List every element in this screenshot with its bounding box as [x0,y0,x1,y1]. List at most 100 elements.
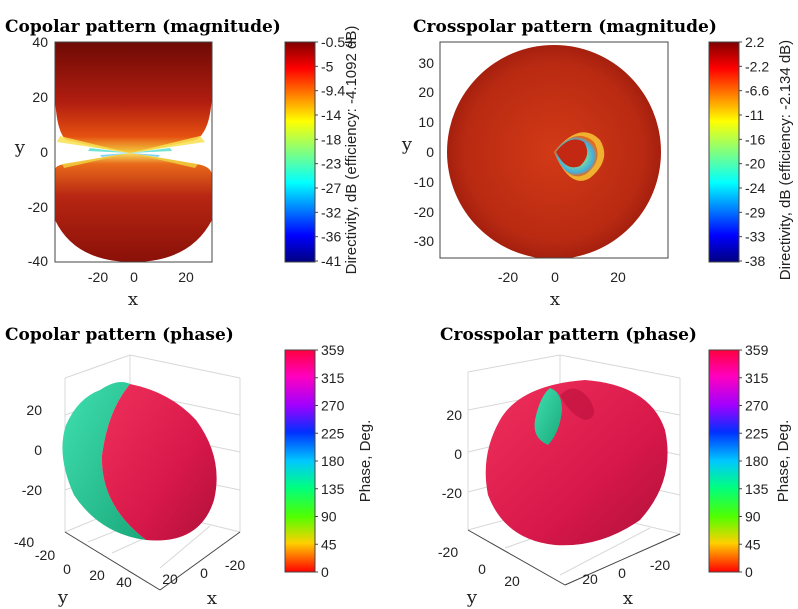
y-tick-label: 0 [63,561,71,577]
colorbar-tick-label: 135 [745,481,769,497]
copolar-magnitude-map [55,42,212,262]
z-ticks: 20 0 -20 [22,402,42,498]
colorbar-tick-label: -32 [321,204,341,220]
lower-lobe [55,153,212,262]
x-tick-label: -20 [225,557,245,573]
y-tick-label: -20 [28,199,48,215]
crosspolar-disc [447,45,661,258]
null-band-lower [62,153,198,168]
x-axis-label: x [623,588,633,609]
x-tick-label: 0 [618,565,626,581]
y-tick-label: 10 [418,114,434,130]
z-tick-label: -20 [442,485,462,501]
phase-region-teal [62,382,146,540]
z-tick-label: 20 [446,407,462,423]
colorbar-ticks: 359 315 270 225 180 135 90 45 0 [739,342,769,580]
y-tick-label: -40 [28,253,48,269]
y-tick-label: -20 [35,547,55,563]
panel-crosspolar-magnitude: Crosspolar pattern (magnitude) -20 0 20 … [401,17,794,310]
x-ticks: -20 0 20 [162,557,245,587]
colorbar-tick-label: -20 [745,156,765,172]
colorbar-tick-label: 270 [745,398,769,414]
y-axis-label: y [401,134,413,155]
colorbar-tick-label: -38 [745,253,765,269]
colorbar [285,42,315,262]
chart-title: Copolar pattern (magnitude) [5,17,281,37]
colorbar-tick-label: 2.2 [745,34,765,50]
y-tick-label: -40 [14,534,34,550]
colorbar-tick-label: 315 [321,370,345,386]
z-tick-label: 20 [26,402,42,418]
crosspolar-inner-lobe [556,139,588,168]
x-axis-label: x [207,588,217,609]
panel-crosspolar-phase: Crosspolar pattern (phase) [438,325,792,609]
colorbar-tick-label: 45 [321,536,337,552]
colorbar-tick-label: 0 [321,564,329,580]
colorbar [709,42,739,262]
colorbar-label: Phase, Deg. [357,420,374,503]
x-tick-label: 20 [162,571,178,587]
y-tick-label: -10 [414,174,434,190]
x-axis-label: x [550,289,560,310]
copolar-phase-surface [62,382,217,541]
colorbar-tick-label: 90 [745,509,761,525]
y-tick-label: 20 [504,573,520,589]
colorbar-tick-label: -11 [745,107,764,123]
y-tick-label: 0 [426,144,434,160]
x-tick-label: -20 [498,269,518,285]
y-axis-label: y [14,137,26,158]
phase-region-red [485,380,668,546]
y-tick-label: -20 [438,544,458,560]
y-tick-label: 20 [89,567,105,583]
x-axis-label: x [128,289,138,310]
colorbar-ticks: -0.53 -5 -9.4 -14 -18 -23 -27 -32 -36 -41 [315,34,353,269]
colorbar-tick-label: 225 [321,425,345,441]
colorbar-tick-label: -18 [321,131,341,147]
null-band-blue [100,153,160,157]
x-tick-label: 0 [200,565,208,581]
x-tick-label: 0 [130,269,138,285]
colorbar [709,350,739,572]
z-ticks: 20 0 -20 [442,407,462,501]
phase-region-dimple [560,388,594,420]
x-ticks: -20 0 20 [582,557,670,587]
colorbar-tick-label: 135 [321,481,345,497]
y-tick-label: -30 [414,233,434,249]
colorbar-tick-label: 180 [321,453,345,469]
colorbar-ticks: 359 315 270 225 180 135 90 45 0 [315,342,345,580]
x-tick-label: 20 [582,571,598,587]
y-tick-label: 20 [32,89,48,105]
colorbar-tick-label: 359 [321,342,345,358]
colorbar-tick-label: -27 [321,180,341,196]
y-axis-label: y [466,587,478,608]
phase-region-red [101,384,217,541]
y-tick-label: -20 [414,204,434,220]
crosspolar-phase-surface [485,380,668,546]
chart-title: Crosspolar pattern (magnitude) [413,17,717,37]
chart-title: Crosspolar pattern (phase) [440,325,697,345]
x-ticks: -20 0 20 [88,269,194,285]
x-tick-label: -20 [650,557,670,573]
y-ticks: 40 20 0 -20 -40 [28,34,48,269]
x-ticks: -20 0 20 [498,269,626,285]
colorbar-tick-label: -9.4 [321,83,345,99]
colorbar-frame [284,41,316,263]
colorbar-tick-label: -41 [321,253,341,269]
colorbar-tick-label: -0.53 [321,34,353,50]
y-axis-label: y [57,587,69,608]
colorbar-ticks: 2.2 -2.2 -6.6 -11 -16 -20 -24 -29 -33 -38 [739,34,769,269]
y-ticks: -20 0 20 [438,544,520,589]
plot-frame [439,41,669,259]
colorbar-tick-label: 315 [745,370,769,386]
y-ticks: 30 20 10 0 -10 -20 -30 [414,55,434,249]
y-ticks: -40 -20 0 20 40 [14,534,132,590]
null-band-yellow [57,136,205,153]
z-tick-label: -20 [22,482,42,498]
null-band-cyan [88,148,172,153]
plot-frame [54,41,213,263]
y-tick-label: 40 [116,574,132,590]
colorbar-tick-label: 90 [321,509,337,525]
colorbar-label: Phase, Deg. [775,420,792,503]
z-tick-label: 0 [34,442,42,458]
colorbar-tick-label: -16 [745,131,765,147]
